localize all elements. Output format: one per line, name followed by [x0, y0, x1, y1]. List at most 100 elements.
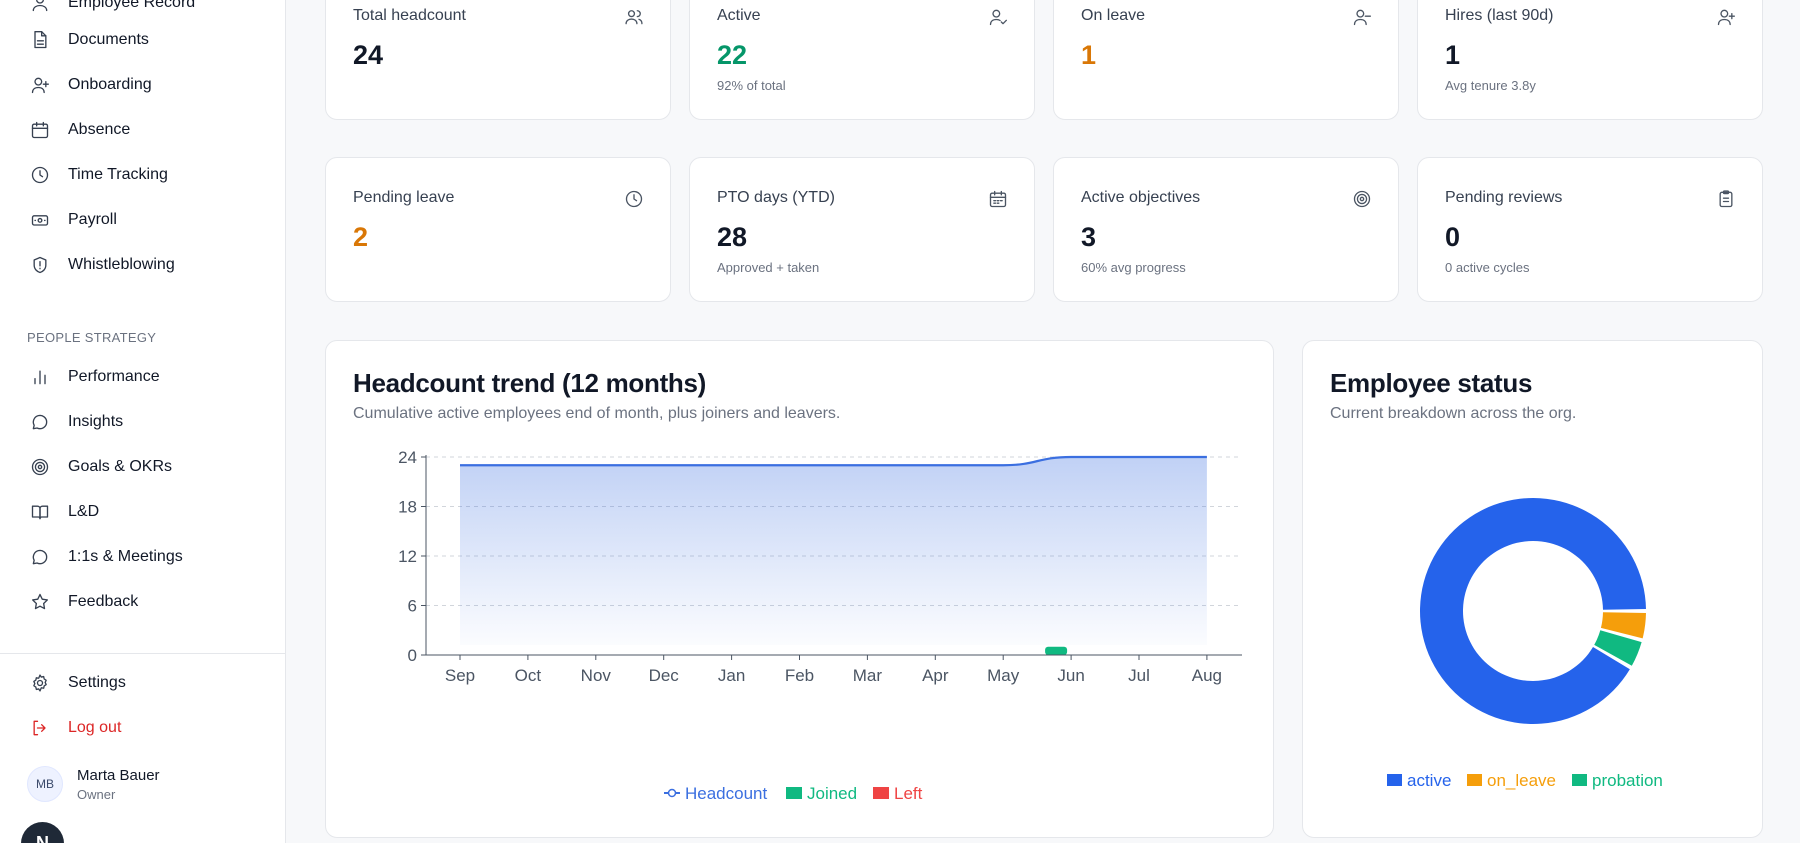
logout-label: Log out: [68, 719, 122, 736]
x-tick-label: May: [987, 666, 1020, 685]
sidebar-item-ld[interactable]: L&D: [28, 497, 99, 527]
sidebar-item-label: Time Tracking: [68, 166, 168, 183]
legend-active-label: active: [1407, 771, 1451, 790]
slice-active: [1420, 497, 1646, 724]
y-tick-label: 0: [408, 646, 417, 665]
stat-value: 1: [1081, 40, 1097, 70]
x-tick-label: Dec: [649, 666, 680, 685]
sidebar-item-employee-record[interactable]: Employee Record: [28, 0, 195, 18]
stat-sub: 60% avg progress: [1081, 260, 1186, 275]
book-icon: [28, 500, 52, 524]
stat-value: 0: [1445, 222, 1461, 252]
status-legend: active on_leave probation: [1387, 771, 1663, 790]
sidebar-item-label: Whistleblowing: [68, 256, 175, 273]
sidebar-item-label: Settings: [68, 674, 126, 691]
target-icon: [28, 455, 52, 479]
banknote-icon: [28, 208, 52, 232]
sidebar-item-label: Insights: [68, 413, 124, 430]
sidebar-item-meetings[interactable]: 1:1s & Meetings: [28, 542, 183, 572]
user-plus-icon: [28, 73, 52, 97]
stat-card-total-headcount: Total headcount 24: [325, 0, 671, 120]
stat-card-active-objectives: Active objectives 3 60% avg progress: [1053, 157, 1399, 302]
legend-on-leave-swatch: [1467, 774, 1482, 786]
sidebar-item-label: Goals & OKRs: [68, 458, 173, 475]
chart-legend: Headcount Joined Left: [664, 784, 923, 803]
sidebar-item-label: Payroll: [68, 211, 117, 228]
headcount-trend-panel: Headcount trend (12 months) Cumulative a…: [325, 340, 1274, 838]
legend-left-label: Left: [894, 784, 923, 803]
legend-on-leave-label: on_leave: [1487, 771, 1556, 790]
sidebar-item-documents[interactable]: Documents: [28, 25, 149, 55]
user-name: Marta Bauer: [77, 766, 160, 784]
star-icon: [28, 590, 52, 614]
stat-sub: Avg tenure 3.8y: [1445, 78, 1536, 93]
sidebar-item-settings[interactable]: Settings: [28, 668, 126, 698]
panel-title: Employee status: [1330, 368, 1533, 398]
clipboard-icon: [1716, 189, 1736, 209]
user-minus-icon: [1352, 7, 1372, 27]
stat-card-active: Active 22 92% of total: [689, 0, 1035, 120]
stat-label: Hires (last 90d): [1445, 7, 1554, 24]
sidebar-item-label: L&D: [68, 503, 100, 520]
clock-icon: [28, 163, 52, 187]
stat-label: On leave: [1081, 7, 1146, 24]
sidebar-item-onboarding[interactable]: Onboarding: [28, 70, 152, 100]
bar-chart-icon: [28, 365, 52, 389]
legend-joined-label: Joined: [807, 784, 857, 803]
sidebar-item-feedback[interactable]: Feedback: [28, 587, 138, 617]
stat-value: 3: [1081, 222, 1097, 252]
calendar-icon: [28, 118, 52, 142]
y-tick-label: 12: [398, 547, 417, 566]
target-icon: [1352, 189, 1372, 209]
document-icon: [28, 28, 52, 52]
legend-headcount-marker: [667, 788, 677, 798]
panel-subtitle: Cumulative active employees end of month…: [353, 405, 841, 422]
calendar-icon: [988, 189, 1008, 209]
x-tick-label: Oct: [515, 666, 542, 685]
x-tick-label: Mar: [853, 666, 883, 685]
sidebar: Employee Record Documents Onboarding Abs…: [0, 0, 286, 843]
sidebar-item-performance[interactable]: Performance: [28, 362, 160, 392]
sidebar-item-insights[interactable]: Insights: [28, 407, 123, 437]
app-launcher-button[interactable]: N: [21, 822, 64, 843]
stat-label: Active objectives: [1081, 189, 1201, 206]
user-check-icon: [988, 7, 1008, 27]
sidebar-item-time-tracking[interactable]: Time Tracking: [28, 160, 168, 190]
x-tick-label: Aug: [1192, 666, 1222, 685]
stat-label: Pending reviews: [1445, 189, 1563, 206]
sidebar-item-absence[interactable]: Absence: [28, 115, 130, 145]
section-label-people-strategy: PEOPLE STRATEGY: [27, 330, 157, 345]
stat-label: Pending leave: [353, 189, 455, 206]
logout-button[interactable]: Log out: [28, 713, 121, 743]
sidebar-item-label: Onboarding: [68, 76, 152, 93]
sidebar-item-label: Feedback: [68, 593, 139, 610]
legend-probation-swatch: [1572, 774, 1587, 786]
x-tick-label: Jul: [1128, 666, 1150, 685]
sidebar-item-label: Employee Record: [68, 0, 196, 11]
legend-joined-swatch: [786, 787, 802, 799]
x-tick-label: Sep: [445, 666, 475, 685]
x-tick-label: Nov: [581, 666, 612, 685]
x-tick-label: Feb: [785, 666, 814, 685]
stat-card-on-leave: On leave 1: [1053, 0, 1399, 120]
stat-card-pending-reviews: Pending reviews 0 0 active cycles: [1417, 157, 1763, 302]
sidebar-item-payroll[interactable]: Payroll: [28, 205, 117, 235]
employee-status-chart: active on_leave probation: [1387, 497, 1663, 790]
chat-bubble-icon: [28, 410, 52, 434]
shield-icon: [28, 253, 52, 277]
chat-bubble-icon: [28, 545, 52, 569]
headcount-line: [459, 455, 1207, 467]
stat-sub: Approved + taken: [717, 260, 820, 275]
employee-status-panel: Employee status Current breakdown across…: [1302, 340, 1763, 838]
stat-card-pto-days: PTO days (YTD) 28 Approved + taken: [689, 157, 1035, 302]
x-tick-label: Jan: [718, 666, 745, 685]
headcount-area: [460, 457, 1207, 645]
user-profile[interactable]: MB Marta Bauer Owner: [27, 766, 160, 802]
sidebar-divider: [0, 653, 286, 654]
sidebar-item-goals-okrs[interactable]: Goals & OKRs: [28, 452, 172, 482]
y-tick-label: 6: [408, 597, 417, 616]
panel-subtitle: Current breakdown across the org.: [1330, 405, 1577, 422]
stat-label: PTO days (YTD): [717, 189, 835, 206]
slice-on-leave: [1600, 612, 1646, 639]
sidebar-item-whistleblowing[interactable]: Whistleblowing: [28, 250, 175, 280]
